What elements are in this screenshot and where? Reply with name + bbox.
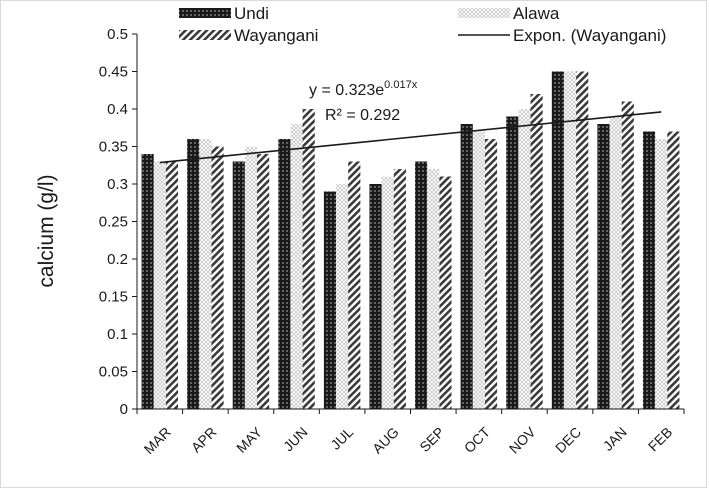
legend-swatch-undi xyxy=(179,8,231,18)
bar-alawa xyxy=(199,139,212,409)
bar-wayangani xyxy=(348,161,361,409)
bar-wayangani xyxy=(530,94,543,409)
legend-label-wayangani: Wayangani xyxy=(234,26,318,45)
x-category-label: FEB xyxy=(645,424,676,455)
y-tick-label: 0.15 xyxy=(99,289,128,306)
y-tick-label: 0.1 xyxy=(107,326,128,343)
trendline-equation: y = 0.323e0.017x xyxy=(309,79,418,99)
bar-undi xyxy=(187,139,200,409)
x-category-label: NOV xyxy=(506,423,539,456)
y-tick-label: 0 xyxy=(120,401,128,418)
y-tick-label: 0.5 xyxy=(107,26,128,43)
bar-undi xyxy=(551,71,564,409)
bar-wayangani xyxy=(393,169,406,409)
bar-undi xyxy=(369,184,382,409)
bar-wayangani xyxy=(439,176,452,409)
bar-wayangani xyxy=(576,71,589,409)
legend: Undi Alawa Wayangani Expon. (Wayangani) xyxy=(179,4,666,45)
bar-undi xyxy=(415,161,428,409)
y-tick-label: 0.05 xyxy=(99,364,128,381)
x-axis: MAR APR MAY JUN JUL AUG SEP OCT NOV DEC JAN FEB xyxy=(136,408,685,457)
legend-label-trendline: Expon. (Wayangani) xyxy=(513,26,666,45)
bar-alawa xyxy=(655,139,668,409)
bar-undi xyxy=(597,124,610,409)
x-category-label: JUL xyxy=(327,424,356,453)
y-tick-label: 0.3 xyxy=(107,176,128,193)
bar-alawa xyxy=(381,176,394,409)
bar-wayangani xyxy=(667,131,680,409)
trendline-line xyxy=(159,111,662,164)
y-axis-title: calcium (g/l) xyxy=(35,174,58,287)
legend-label-alawa: Alawa xyxy=(513,4,560,23)
legend-label-undi: Undi xyxy=(234,4,269,23)
x-category-label: JAN xyxy=(600,424,630,454)
trendline-r-squared: R² = 0.292 xyxy=(325,107,400,124)
trendline-equation-base: y = 0.323e xyxy=(309,82,384,99)
bar-wayangani xyxy=(302,109,315,409)
bar-wayangani xyxy=(165,161,179,409)
bar-alawa xyxy=(153,161,166,409)
bars xyxy=(141,71,680,409)
bar-undi xyxy=(642,131,656,409)
bar-undi xyxy=(141,154,154,409)
y-tick-label: 0.2 xyxy=(107,251,128,268)
x-category-label: AUG xyxy=(369,424,402,457)
bar-undi xyxy=(460,124,473,409)
bar-alawa xyxy=(518,109,531,409)
y-tick-label: 0.4 xyxy=(107,101,128,118)
bar-alawa xyxy=(290,124,303,409)
bar-alawa xyxy=(472,131,485,409)
bar-undi xyxy=(278,139,291,409)
x-category-label: SEP xyxy=(416,424,447,455)
bar-wayangani xyxy=(621,101,634,409)
bar-alawa xyxy=(336,184,349,409)
bar-wayangani xyxy=(211,146,224,409)
bar-alawa xyxy=(563,71,577,409)
x-category-label: OCT xyxy=(461,423,494,456)
x-category-label: JUN xyxy=(280,424,311,455)
x-category-label: APR xyxy=(188,424,220,456)
y-tick-label: 0.35 xyxy=(99,139,128,156)
legend-swatch-wayangani xyxy=(179,30,231,40)
bar-undi xyxy=(323,191,337,409)
trendline xyxy=(159,111,662,164)
y-axis: 0 0.05 0.1 0.15 0.2 0.25 0.3 0.35 0.4 0.45 0.5 xyxy=(99,26,138,418)
bar-alawa xyxy=(427,169,440,409)
x-category-label: MAR xyxy=(141,424,174,457)
bar-undi xyxy=(506,116,519,409)
bar-undi xyxy=(232,161,245,409)
x-category-label: MAY xyxy=(233,423,265,455)
bar-wayangani xyxy=(257,154,270,409)
trendline-equation-exponent: 0.017x xyxy=(384,79,418,91)
legend-swatch-alawa xyxy=(458,8,510,18)
bar-wayangani xyxy=(484,139,498,409)
y-tick-label: 0.45 xyxy=(99,64,128,81)
y-tick-label: 0.25 xyxy=(99,214,128,231)
x-category-label: DEC xyxy=(552,424,584,456)
bar-alawa xyxy=(244,146,258,409)
bar-alawa xyxy=(609,116,622,409)
